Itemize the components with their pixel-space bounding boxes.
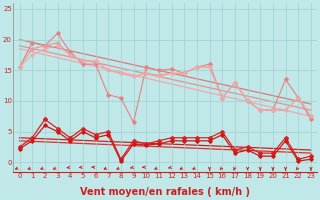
X-axis label: Vent moyen/en rafales ( km/h ): Vent moyen/en rafales ( km/h )	[80, 187, 250, 197]
